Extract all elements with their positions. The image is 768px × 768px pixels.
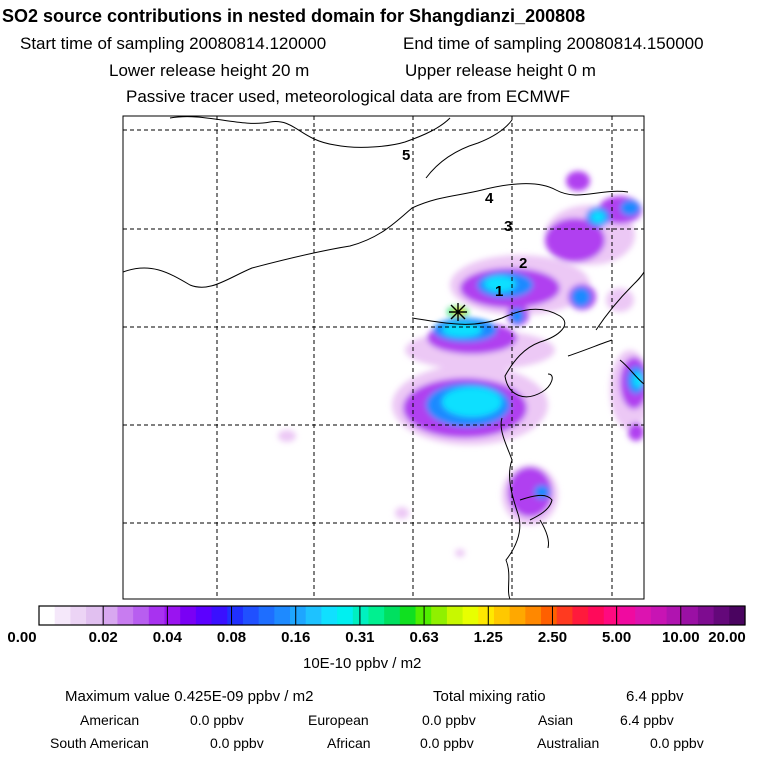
colorbar-tick-label: 0.08 [216,629,247,646]
end-time-label: End time of sampling 20080814.150000 [403,34,704,53]
trajectory-label-5: 5 [402,147,410,164]
region-asian-name: Asian [538,712,574,728]
colorbar-swatch [729,606,746,625]
region-australian-name: Australian [537,735,600,751]
colorbar-tick-label: 0.02 [88,629,118,646]
map-frame [122,115,645,600]
colorbar-swatch [86,606,103,625]
colorbar-swatch [431,606,448,625]
region-european-name: European [308,712,369,728]
colorbar-swatch [572,606,589,625]
lower-release-label: Lower release height 20 m [109,61,310,80]
colorbar-swatch [305,606,322,625]
trajectory-label-1: 1 [495,283,503,300]
trajectory-label-2: 2 [519,255,527,272]
colorbar-swatch [713,606,730,625]
colorbar-swatch [666,606,683,625]
coastlines [123,116,644,599]
figure-title: SO2 source contributions in nested domai… [2,6,586,26]
tracer-note: Passive tracer used, meteorological data… [126,87,571,106]
colorbar-tick-label: 0.63 [409,629,439,646]
colorbar-swatch [588,606,605,625]
colorbar-swatch [133,606,150,625]
colorbar-swatch [493,606,511,625]
colorbar-swatch [148,606,166,625]
colorbar-swatch [697,606,715,625]
colorbar-swatch [164,606,181,625]
colorbar-swatch [541,606,558,625]
colorbar-swatch [274,606,291,625]
colorbar-tick-label: 2.50 [537,629,568,646]
region-south-american-value: 0.0 ppbv [210,735,264,751]
colorbar-swatch [211,606,228,625]
region-south-american-name: South American [50,735,149,751]
colorbar-swatch [39,606,56,625]
colorbar-swatch [446,606,464,625]
colorbar-swatch [525,606,542,625]
colorbar [38,605,746,626]
max-value-label: Maximum value 0.425E-09 ppbv / m2 [65,688,314,705]
colorbar-tick-label: 10.00 [662,629,700,646]
colorbar-swatch [290,606,307,625]
colorbar-swatch [650,606,668,625]
colorbar-tick-label: 0.04 [152,629,182,646]
colorbar-swatch [180,606,197,625]
region-asian-value: 6.4 ppbv [620,712,674,728]
colorbar-swatch [54,606,71,625]
trajectory-label-4: 4 [485,190,494,207]
colorbar-tick-label: 0.16 [281,629,311,646]
colorbar-swatch [399,606,417,625]
colorbar-swatch [337,606,354,625]
colorbar-swatch [478,606,495,625]
start-time-label: Start time of sampling 20080814.120000 [20,34,327,53]
region-australian-value: 0.0 ppbv [650,735,704,751]
colorbar-tick-label: 1.25 [473,629,503,646]
colorbar-swatch [384,606,401,625]
colorbar-swatch [462,606,479,625]
colorbar-swatch [352,606,370,625]
colorbar-swatch [195,606,213,625]
colorbar-unit-label: 10E-10 ppbv / m2 [303,655,422,672]
region-african-name: African [327,735,371,751]
grid-lines [123,116,644,599]
region-african-value: 0.0 ppbv [420,735,474,751]
colorbar-tick-label: 5.00 [602,629,632,646]
colorbar-swatch [619,606,636,625]
region-american-value: 0.0 ppbv [190,712,244,728]
colorbar-tick-label: 0.31 [345,629,375,646]
colorbar-swatch [258,606,275,625]
colorbar-swatch [101,606,119,625]
colorbar-swatch [509,606,526,625]
region-european-value: 0.0 ppbv [422,712,476,728]
total-mixing-label: Total mixing ratio [433,688,546,705]
colorbar-swatch [603,606,621,625]
colorbar-swatch [635,606,652,625]
colorbar-swatch [117,606,134,625]
colorbar-swatch [368,606,385,625]
trajectory-label-3: 3 [504,218,512,235]
colorbar-swatch [682,606,699,625]
trajectory-labels: 1 2 3 4 5 [402,147,527,300]
colorbar-frame [38,605,746,626]
colorbar-swatch [321,606,338,625]
colorbar-tick-label: 0.00 [7,629,37,646]
colorbar-tick-label: 20.00 [708,629,746,646]
total-mixing-value: 6.4 ppbv [626,688,684,705]
colorbar-swatch [227,606,244,625]
cyan-layer [442,211,643,417]
region-american-name: American [80,712,140,728]
source-site-star [449,303,467,321]
colorbar-swatch [556,606,574,625]
colorbar-swatch [70,606,87,625]
upper-release-label: Upper release height 0 m [405,61,596,80]
colorbar-swatch [242,606,260,625]
